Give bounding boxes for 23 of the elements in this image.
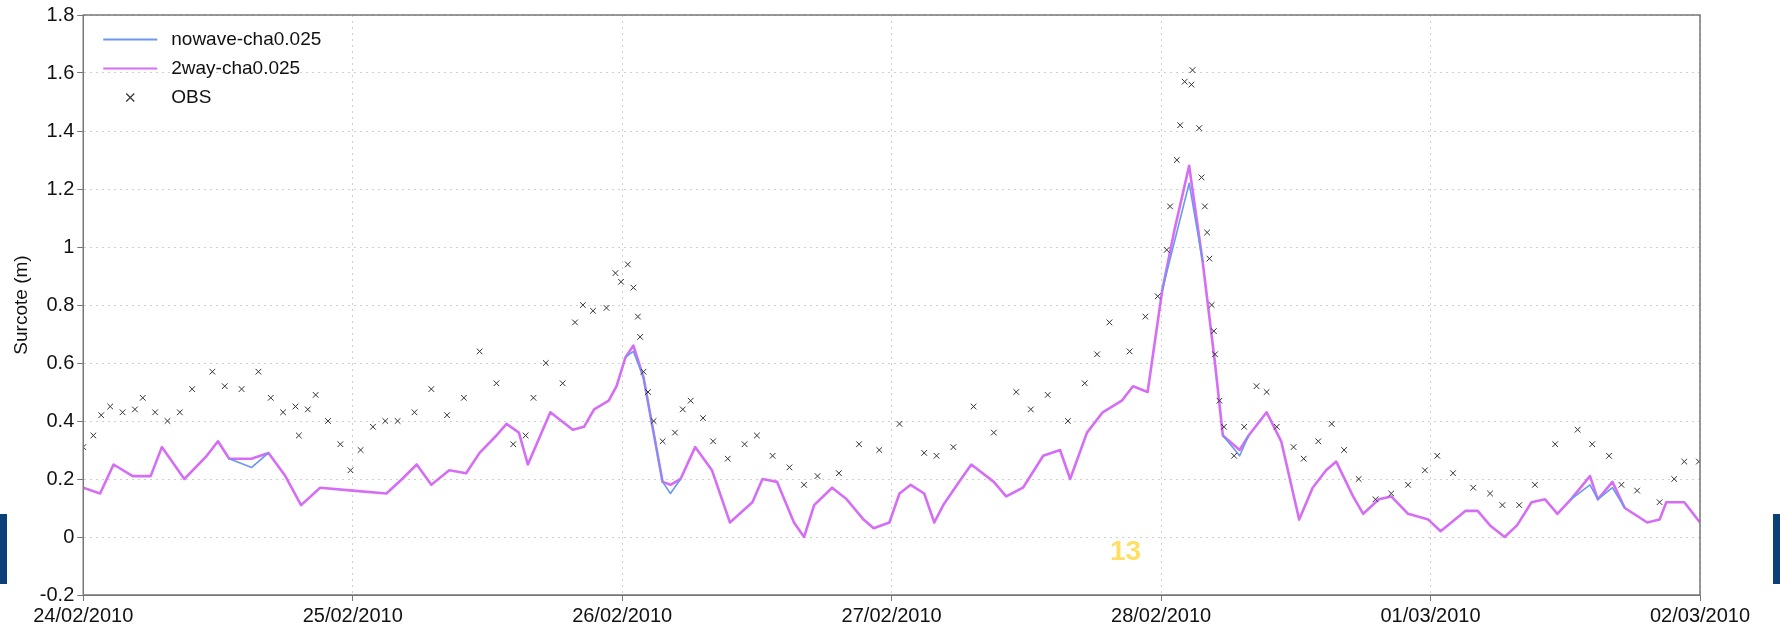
x-tick-label: 28/02/2010 (1111, 603, 1212, 626)
x-tick-label: 01/03/2010 (1380, 603, 1481, 626)
y-axis-title: Surcote (m) (9, 255, 31, 355)
x-tick-label: 24/02/2010 (33, 603, 134, 626)
legend-label: 2way-cha0.025 (171, 56, 301, 78)
y-tick-label: 1.4 (46, 118, 75, 141)
x-tick-label: 25/02/2010 (302, 603, 403, 626)
annotation: 13 (1110, 535, 1142, 567)
y-tick-label: 0.2 (46, 466, 75, 489)
legend-label: OBS (171, 85, 212, 107)
x-tick-label: 26/02/2010 (572, 603, 673, 626)
y-tick-label: -0.2 (39, 582, 75, 605)
x-tick-label: 02/03/2010 (1649, 603, 1751, 626)
y-tick-label: 1.8 (46, 2, 75, 25)
y-tick-label: 0.8 (46, 292, 75, 315)
y-tick-label: 1.6 (46, 60, 75, 83)
y-tick-label: 0.4 (46, 408, 75, 431)
y-tick-label: 1.2 (46, 176, 75, 199)
y-tick-label: 0 (63, 524, 75, 547)
y-tick-label: 1 (63, 234, 75, 257)
y-tick-label: 0.6 (46, 350, 75, 373)
x-tick-label: 27/02/2010 (841, 603, 942, 626)
legend-label: nowave-cha0.025 (171, 27, 322, 49)
